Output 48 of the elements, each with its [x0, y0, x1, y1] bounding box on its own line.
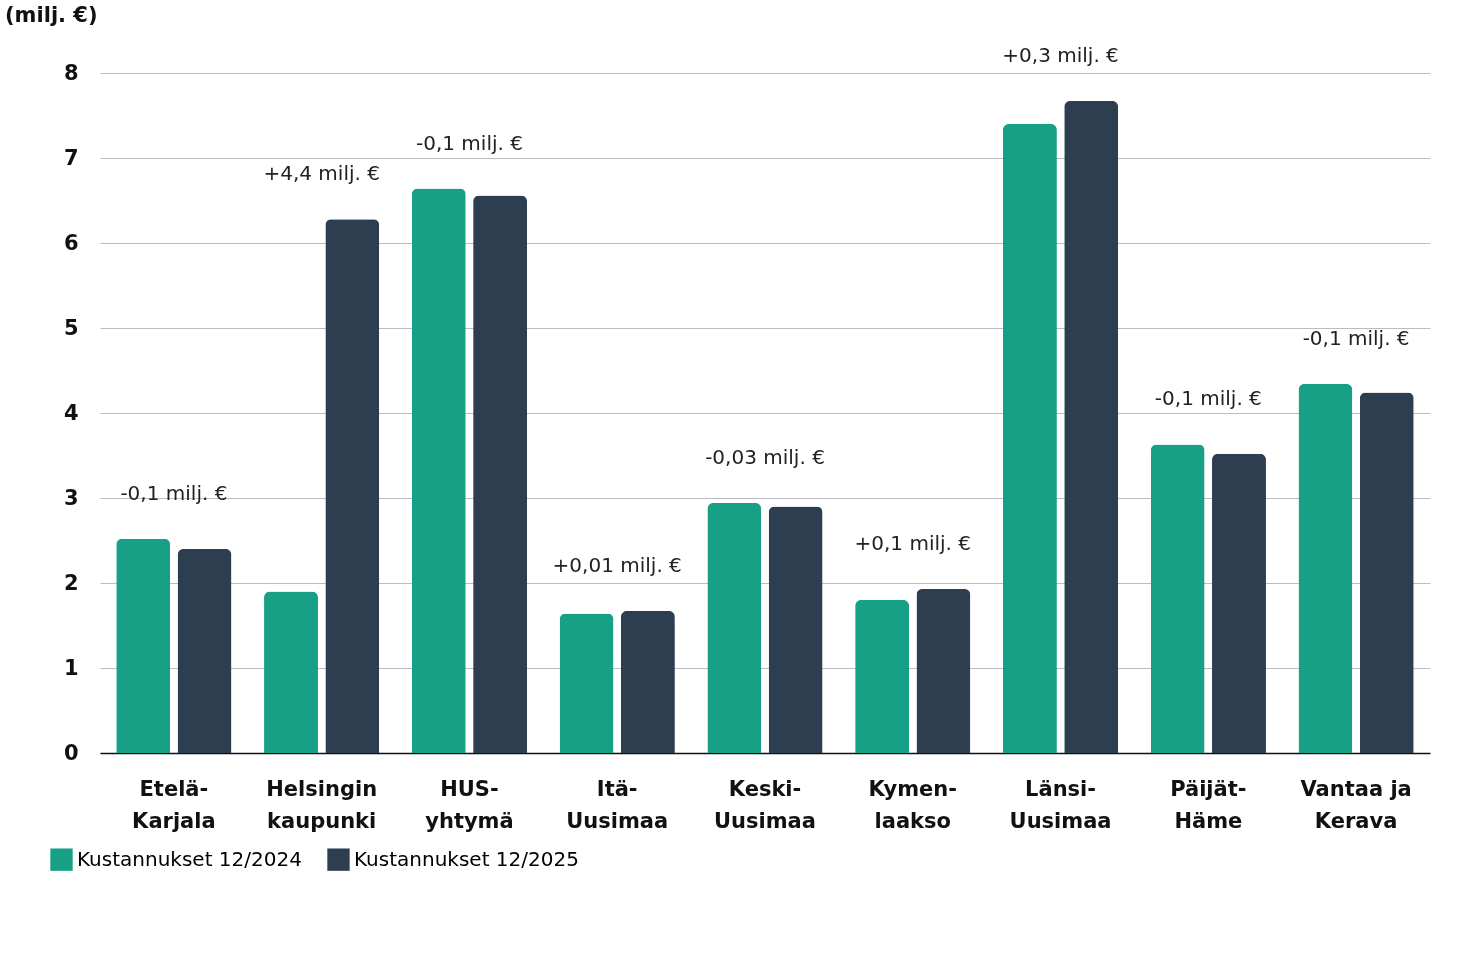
annotation: +4,4 milj. € — [263, 161, 380, 186]
x-tick-label: HUS-yhtymä — [425, 776, 514, 833]
annotation: -0,1 milj. € — [1154, 386, 1262, 411]
x-tick-label: Keski-Uusimaa — [714, 776, 816, 833]
bar — [768, 506, 823, 753]
annotation: -0,03 milj. € — [705, 445, 825, 470]
y-axis-title: (milj. €) — [5, 3, 98, 28]
annotation: +0,3 milj. € — [1002, 43, 1119, 68]
x-tick-label: Kymen-laakso — [868, 776, 957, 833]
y-tick-label: 8 — [63, 60, 79, 85]
bar — [411, 188, 466, 753]
bar — [916, 588, 971, 753]
y-tick-label: 7 — [63, 145, 79, 170]
bar — [264, 591, 318, 753]
bar — [1002, 124, 1057, 753]
annotation: +0,01 milj. € — [552, 553, 682, 578]
annotation: -0,1 milj. € — [120, 480, 228, 505]
bar — [620, 611, 675, 753]
annotation: -0,1 milj. € — [415, 130, 523, 155]
y-tick-label: 6 — [63, 230, 79, 255]
legend-label: Kustannukset 12/2024 — [77, 846, 302, 871]
x-tick-label: Vantaa ja Kerava — [1300, 776, 1412, 833]
bar — [1212, 453, 1266, 753]
y-tick-label: 3 — [63, 485, 79, 510]
legend-label: Kustannukset 12/2025 — [354, 846, 579, 871]
bar — [1150, 444, 1205, 753]
bar — [855, 600, 910, 753]
bar — [1298, 384, 1353, 753]
bar — [1064, 101, 1119, 753]
bar — [177, 549, 232, 753]
bar — [1359, 392, 1414, 753]
annotation: -0,1 milj. € — [1302, 326, 1410, 351]
x-tick-label: Itä-Uusimaa — [566, 776, 669, 833]
annotation: +0,1 milj. € — [854, 530, 972, 555]
x-tick-label: Etelä-Karjala — [132, 776, 216, 833]
bar — [559, 613, 614, 753]
x-tick-label: Länsi-Uusimaa — [1009, 776, 1112, 833]
y-tick-label: 4 — [63, 400, 79, 425]
bar — [707, 503, 762, 753]
x-tick-label: Helsingin kaupunki — [266, 776, 378, 833]
bar — [473, 195, 528, 753]
y-tick-label: 2 — [63, 570, 79, 595]
bar — [325, 219, 380, 753]
y-tick-label: 0 — [63, 740, 79, 765]
x-tick-label: Päijät-Häme — [1170, 776, 1247, 833]
bar — [116, 538, 171, 753]
y-tick-label: 5 — [63, 315, 79, 340]
y-tick-label: 1 — [63, 655, 79, 680]
